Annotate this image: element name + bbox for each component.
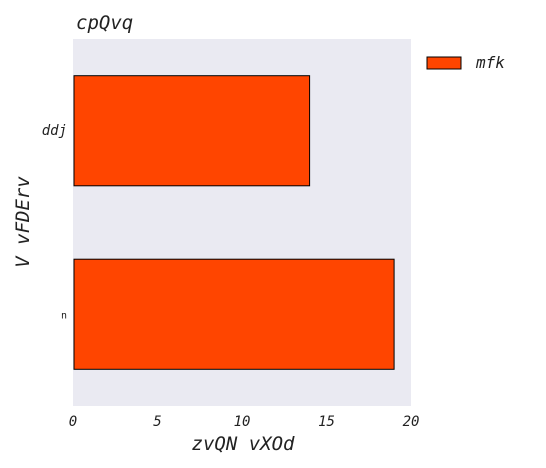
x-tick-labels: 0 5 10 15 20 — [69, 414, 420, 430]
legend-label-mfk: mfk — [475, 53, 505, 72]
legend: mfk — [427, 53, 505, 72]
y-tick-label-ddj: ddj — [42, 123, 67, 139]
x-tick-label-15: 15 — [318, 414, 335, 430]
y-axis-label: V vFDErv — [12, 176, 34, 268]
x-axis-label: zvQN vXOd — [192, 433, 296, 455]
chart-title: cpQvq — [76, 12, 133, 34]
x-tick-label-20: 20 — [403, 414, 420, 430]
y-tick-label-n: n — [61, 310, 67, 321]
bar-n — [74, 259, 394, 369]
x-tick-label-0: 0 — [69, 414, 77, 430]
bar-ddj — [74, 76, 310, 186]
x-tick-label-5: 5 — [153, 414, 161, 430]
y-tick-labels: ddj n — [42, 123, 67, 322]
legend-swatch — [427, 57, 461, 69]
x-tick-label-10: 10 — [234, 414, 251, 430]
